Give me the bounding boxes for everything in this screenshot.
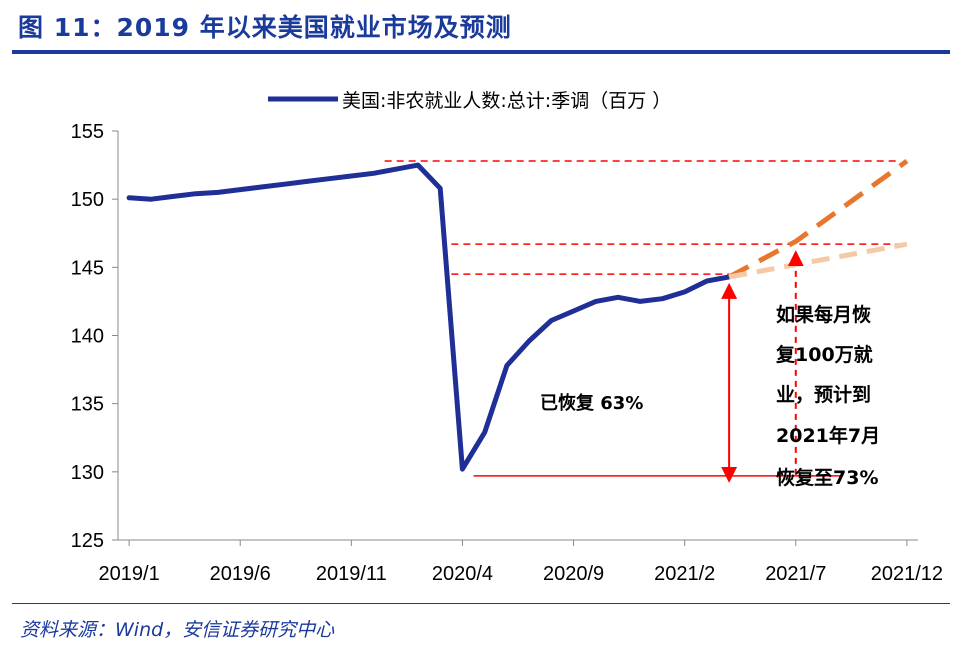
series-line-employment bbox=[126, 162, 732, 472]
footer-rule bbox=[12, 603, 950, 604]
legend-label: 美国:非农就业人数:总计:季调（百万 ） bbox=[342, 90, 671, 112]
y-tick-label: 135 bbox=[71, 394, 104, 416]
series-line-projection-slow bbox=[728, 241, 908, 280]
y-tick-label: 140 bbox=[71, 326, 104, 348]
x-tick-label: 2019/11 bbox=[316, 563, 387, 585]
figure-title: 图 11：2019 年以来美国就业市场及预测 bbox=[18, 13, 512, 42]
x-tick-label: 2019/6 bbox=[210, 563, 271, 585]
source-note: 资料来源：Wind，安信证券研究中心 bbox=[20, 619, 335, 641]
projection-annotation-line-1: 如果每月恢 bbox=[776, 303, 871, 326]
projection-annotation-line-4: 2021年7月 bbox=[776, 424, 880, 447]
y-tick-label: 125 bbox=[71, 530, 104, 552]
arrows-layer bbox=[721, 250, 804, 483]
series-line-projection-fast bbox=[727, 158, 909, 280]
y-tick-label: 130 bbox=[71, 462, 104, 484]
projection-annotation-line-5: 恢复至73% bbox=[776, 466, 878, 489]
annotations-layer: 已恢复 63% 如果每月恢 复100万就 业，预计到 2021年7月 恢复至73… bbox=[540, 303, 880, 489]
x-tick-label: 2021/2 bbox=[654, 563, 715, 585]
recovered-annotation: 已恢复 63% bbox=[540, 392, 643, 414]
projection-annotation-line-2: 复100万就 bbox=[775, 343, 873, 366]
x-tick-label: 2020/4 bbox=[432, 563, 493, 585]
x-tick-label: 2021/7 bbox=[765, 563, 826, 585]
title-rule bbox=[12, 50, 950, 54]
y-tick-label: 145 bbox=[71, 257, 104, 279]
x-tick-label: 2019/1 bbox=[99, 563, 160, 585]
x-tick-label: 2020/9 bbox=[543, 563, 604, 585]
projection-annotation-line-3: 业，预计到 bbox=[776, 384, 871, 406]
y-tick-label: 155 bbox=[71, 121, 104, 143]
x-tick-label: 2021/12 bbox=[871, 563, 943, 585]
y-tick-label: 150 bbox=[71, 189, 104, 211]
employment-line-chart: 125 130 135 140 145 150 155 2019/1 2019/6 2019/11… bbox=[71, 90, 943, 585]
legend: 美国:非农就业人数:总计:季调（百万 ） bbox=[268, 90, 671, 112]
reference-lines-layer bbox=[384, 160, 898, 477]
axis-layer: 125 130 135 140 145 150 155 2019/1 2019/6 2019/11… bbox=[71, 121, 943, 585]
